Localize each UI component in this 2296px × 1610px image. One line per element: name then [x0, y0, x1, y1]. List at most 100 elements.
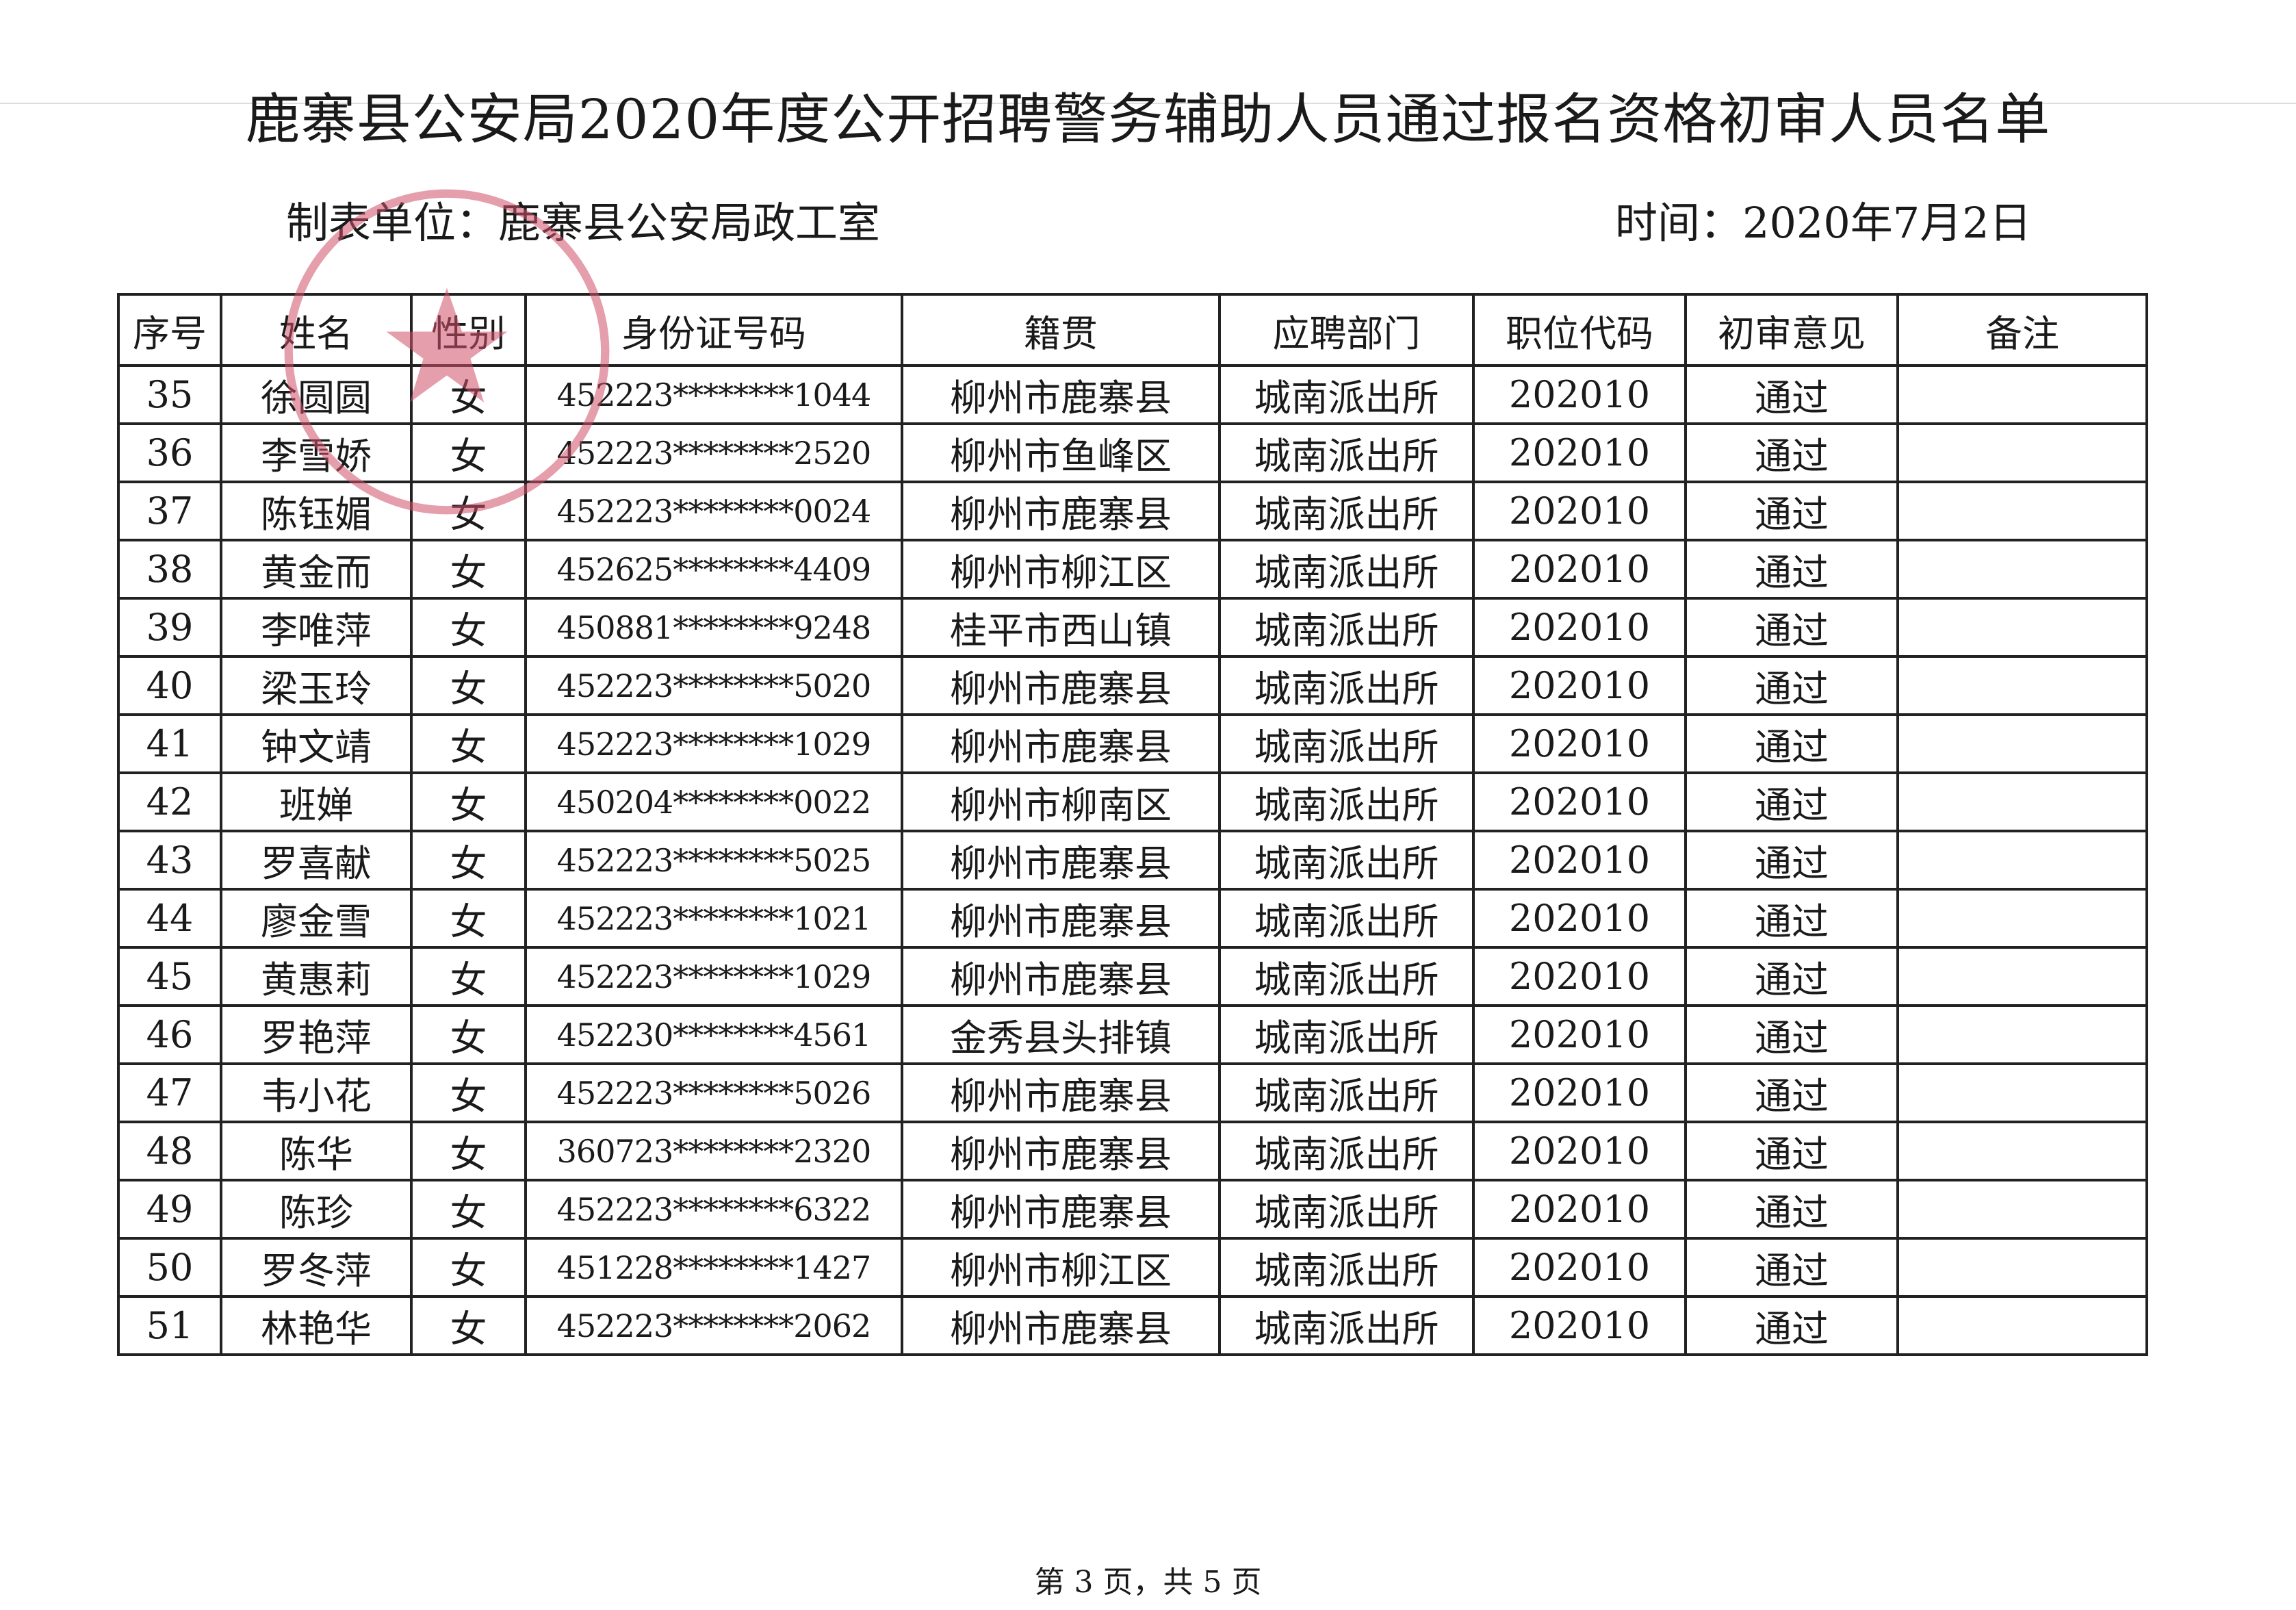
- cell-id-number: 452625********4409: [524, 539, 903, 600]
- cell-seq: 43: [117, 830, 222, 891]
- cell-position-code: 202010: [1472, 771, 1687, 832]
- cell-department: 城南派出所: [1218, 1004, 1475, 1065]
- cell-native-place: 柳州市柳江区: [901, 539, 1221, 600]
- cell-name: 李雪娇: [220, 422, 413, 483]
- cell-position-code: 202010: [1472, 597, 1687, 658]
- cell-department: 城南派出所: [1218, 713, 1475, 774]
- cell-native-place: 柳州市鹿寨县: [901, 713, 1221, 774]
- cell-remarks: [1896, 1295, 2148, 1356]
- cell-native-place: 柳州市鹿寨县: [901, 481, 1221, 541]
- cell-department: 城南派出所: [1218, 1179, 1475, 1240]
- cell-department: 城南派出所: [1218, 1062, 1475, 1123]
- cell-name: 陈华: [220, 1121, 413, 1181]
- cell-remarks: [1896, 1121, 2148, 1181]
- document-title: 鹿寨县公安局2020年度公开招聘警务辅助人员通过报名资格初审人员名单: [245, 88, 2051, 151]
- cell-remarks: [1896, 713, 2148, 774]
- cell-remarks: [1896, 946, 2148, 1007]
- cell-review-opinion: 通过: [1684, 1237, 1899, 1298]
- header-name: 姓名: [220, 293, 413, 367]
- cell-id-number: 452223********5020: [524, 655, 903, 716]
- cell-position-code: 202010: [1472, 1179, 1687, 1240]
- cell-position-code: 202010: [1472, 481, 1687, 541]
- cell-seq: 48: [117, 1121, 222, 1181]
- cell-gender: 女: [410, 713, 527, 774]
- cell-department: 城南派出所: [1218, 830, 1475, 891]
- cell-review-opinion: 通过: [1684, 364, 1899, 425]
- cell-seq: 42: [117, 771, 222, 832]
- cell-gender: 女: [410, 422, 527, 483]
- cell-gender: 女: [410, 655, 527, 716]
- table-row: 45 黄惠莉女 452223********1029 柳州市鹿寨县 城南派出所 20201…: [117, 946, 2148, 1007]
- cell-position-code: 202010: [1472, 655, 1687, 716]
- header-position-code: 职位代码: [1472, 293, 1687, 367]
- cell-native-place: 柳州市鹿寨县: [901, 364, 1221, 425]
- header-review-opinion: 初审意见: [1684, 293, 1899, 367]
- cell-gender: 女: [410, 1237, 527, 1298]
- cell-name: 陈钰媚: [220, 481, 413, 541]
- cell-review-opinion: 通过: [1684, 655, 1899, 716]
- cell-remarks: [1896, 1237, 2148, 1298]
- header-gender: 性别: [410, 293, 527, 367]
- cell-remarks: [1896, 888, 2148, 949]
- cell-id-number: 452223********0024: [524, 481, 903, 541]
- cell-position-code: 202010: [1472, 888, 1687, 949]
- cell-review-opinion: 通过: [1684, 597, 1899, 658]
- cell-position-code: 202010: [1472, 1121, 1687, 1181]
- table-row: 37 陈钰媚女 452223********0024 柳州市鹿寨县 城南派出所 20201…: [117, 481, 2148, 541]
- cell-position-code: 202010: [1472, 1237, 1687, 1298]
- cell-seq: 50: [117, 1237, 222, 1298]
- cell-native-place: 柳州市鹿寨县: [901, 655, 1221, 716]
- cell-gender: 女: [410, 946, 527, 1007]
- cell-seq: 41: [117, 713, 222, 774]
- header-department: 应聘部门: [1218, 293, 1475, 367]
- cell-native-place: 柳州市鹿寨县: [901, 888, 1221, 949]
- cell-native-place: 柳州市鹿寨县: [901, 1295, 1221, 1356]
- cell-department: 城南派出所: [1218, 1295, 1475, 1356]
- cell-position-code: 202010: [1472, 830, 1687, 891]
- cell-position-code: 202010: [1472, 1062, 1687, 1123]
- cell-native-place: 柳州市鹿寨县: [901, 1062, 1221, 1123]
- cell-id-number: 450881********9248: [524, 597, 903, 658]
- cell-native-place: 柳州市鹿寨县: [901, 1121, 1221, 1181]
- table-row: 44 廖金雪女 452223********1021 柳州市鹿寨县 城南派出所 20201…: [117, 888, 2148, 949]
- cell-gender: 女: [410, 597, 527, 658]
- cell-id-number: 452223********1021: [524, 888, 903, 949]
- cell-seq: 38: [117, 539, 222, 600]
- cell-name: 钟文靖: [220, 713, 413, 774]
- cell-department: 城南派出所: [1218, 771, 1475, 832]
- cell-name: 黄金而: [220, 539, 413, 600]
- cell-name: 黄惠莉: [220, 946, 413, 1007]
- cell-review-opinion: 通过: [1684, 422, 1899, 483]
- cell-gender: 女: [410, 1062, 527, 1123]
- cell-seq: 47: [117, 1062, 222, 1123]
- cell-position-code: 202010: [1472, 422, 1687, 483]
- cell-id-number: 452223********1029: [524, 946, 903, 1007]
- cell-seq: 37: [117, 481, 222, 541]
- scan-edge-line: [0, 103, 2296, 104]
- candidate-table: 序号 姓名 性别 身份证号码 籍贯 应聘部门 职位代码 初审意见 备注 35 徐圆圆女 452223…: [117, 293, 2148, 1356]
- cell-native-place: 柳州市鹿寨县: [901, 946, 1221, 1007]
- cell-remarks: [1896, 771, 2148, 832]
- cell-position-code: 202010: [1472, 364, 1687, 425]
- cell-gender: 女: [410, 830, 527, 891]
- cell-gender: 女: [410, 1179, 527, 1240]
- cell-position-code: 202010: [1472, 946, 1687, 1007]
- cell-remarks: [1896, 1062, 2148, 1123]
- cell-department: 城南派出所: [1218, 655, 1475, 716]
- cell-id-number: 450204********0022: [524, 771, 903, 832]
- cell-native-place: 金秀县头排镇: [901, 1004, 1221, 1065]
- cell-name: 李唯萍: [220, 597, 413, 658]
- cell-department: 城南派出所: [1218, 597, 1475, 658]
- cell-department: 城南派出所: [1218, 1237, 1475, 1298]
- table-row: 36 李雪娇女 452223********2520 柳州市鱼峰区 城南派出所 20201…: [117, 422, 2148, 483]
- cell-id-number: 452223********2520: [524, 422, 903, 483]
- cell-review-opinion: 通过: [1684, 1004, 1899, 1065]
- cell-gender: 女: [410, 481, 527, 541]
- cell-seq: 35: [117, 364, 222, 425]
- cell-gender: 女: [410, 1295, 527, 1356]
- issuing-unit: 制表单位：鹿寨县公安局政工室: [286, 198, 881, 248]
- cell-native-place: 柳州市柳南区: [901, 771, 1221, 832]
- cell-id-number: 452223********5026: [524, 1062, 903, 1123]
- cell-remarks: [1896, 655, 2148, 716]
- table-row: 51 林艳华女 452223********2062 柳州市鹿寨县 城南派出所 20201…: [117, 1295, 2148, 1356]
